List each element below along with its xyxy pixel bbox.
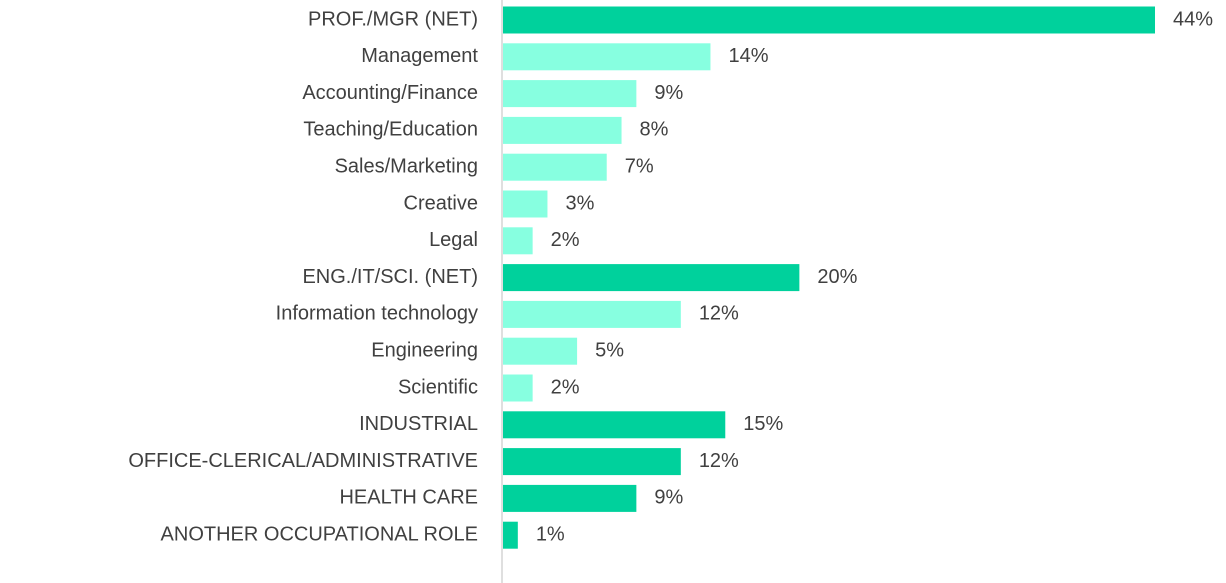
- value-label: 3%: [565, 192, 594, 214]
- category-label: Management: [361, 45, 478, 67]
- bar: [503, 116, 622, 144]
- value-label: 44%: [1173, 8, 1213, 30]
- category-label: ENG./IT/SCI. (NET): [302, 266, 478, 288]
- category-label: INDUSTRIAL: [359, 413, 478, 435]
- value-label: 12%: [699, 303, 739, 325]
- value-label: 9%: [654, 487, 683, 509]
- value-label: 20%: [817, 266, 857, 288]
- bar: [503, 448, 681, 476]
- bar: [503, 190, 548, 218]
- category-label: OFFICE-CLERICAL/ADMINISTRATIVE: [128, 450, 478, 472]
- value-label: 12%: [699, 450, 739, 472]
- category-label: Creative: [404, 192, 478, 214]
- category-label: ANOTHER OCCUPATIONAL ROLE: [161, 523, 478, 545]
- value-label: 5%: [595, 339, 624, 361]
- bar: [503, 80, 637, 108]
- value-label: 2%: [551, 229, 580, 251]
- value-label: 15%: [743, 413, 783, 435]
- bar: [503, 6, 1155, 34]
- bar: [503, 337, 578, 365]
- value-label: 8%: [640, 119, 669, 141]
- category-label: Sales/Marketing: [335, 155, 478, 177]
- bar: [503, 43, 711, 71]
- value-label: 14%: [728, 45, 768, 67]
- bar: [503, 227, 533, 255]
- value-label: 2%: [551, 376, 580, 398]
- category-label: HEALTH CARE: [339, 487, 478, 509]
- bar: [503, 264, 800, 292]
- category-label: Engineering: [371, 339, 478, 361]
- category-label: PROF./MGR (NET): [308, 8, 478, 30]
- value-label: 7%: [625, 155, 654, 177]
- category-label: Information technology: [276, 303, 478, 325]
- bar: [503, 300, 681, 328]
- category-label: Scientific: [398, 376, 478, 398]
- category-label: Legal: [429, 229, 478, 251]
- category-label: Accounting/Finance: [302, 82, 478, 104]
- bar: [503, 521, 518, 549]
- value-label: 9%: [654, 82, 683, 104]
- bar: [503, 484, 637, 512]
- category-label: Teaching/Education: [303, 119, 478, 141]
- bar: [503, 411, 726, 439]
- bar: [503, 374, 533, 402]
- bar: [503, 153, 607, 181]
- value-label: 1%: [536, 523, 565, 545]
